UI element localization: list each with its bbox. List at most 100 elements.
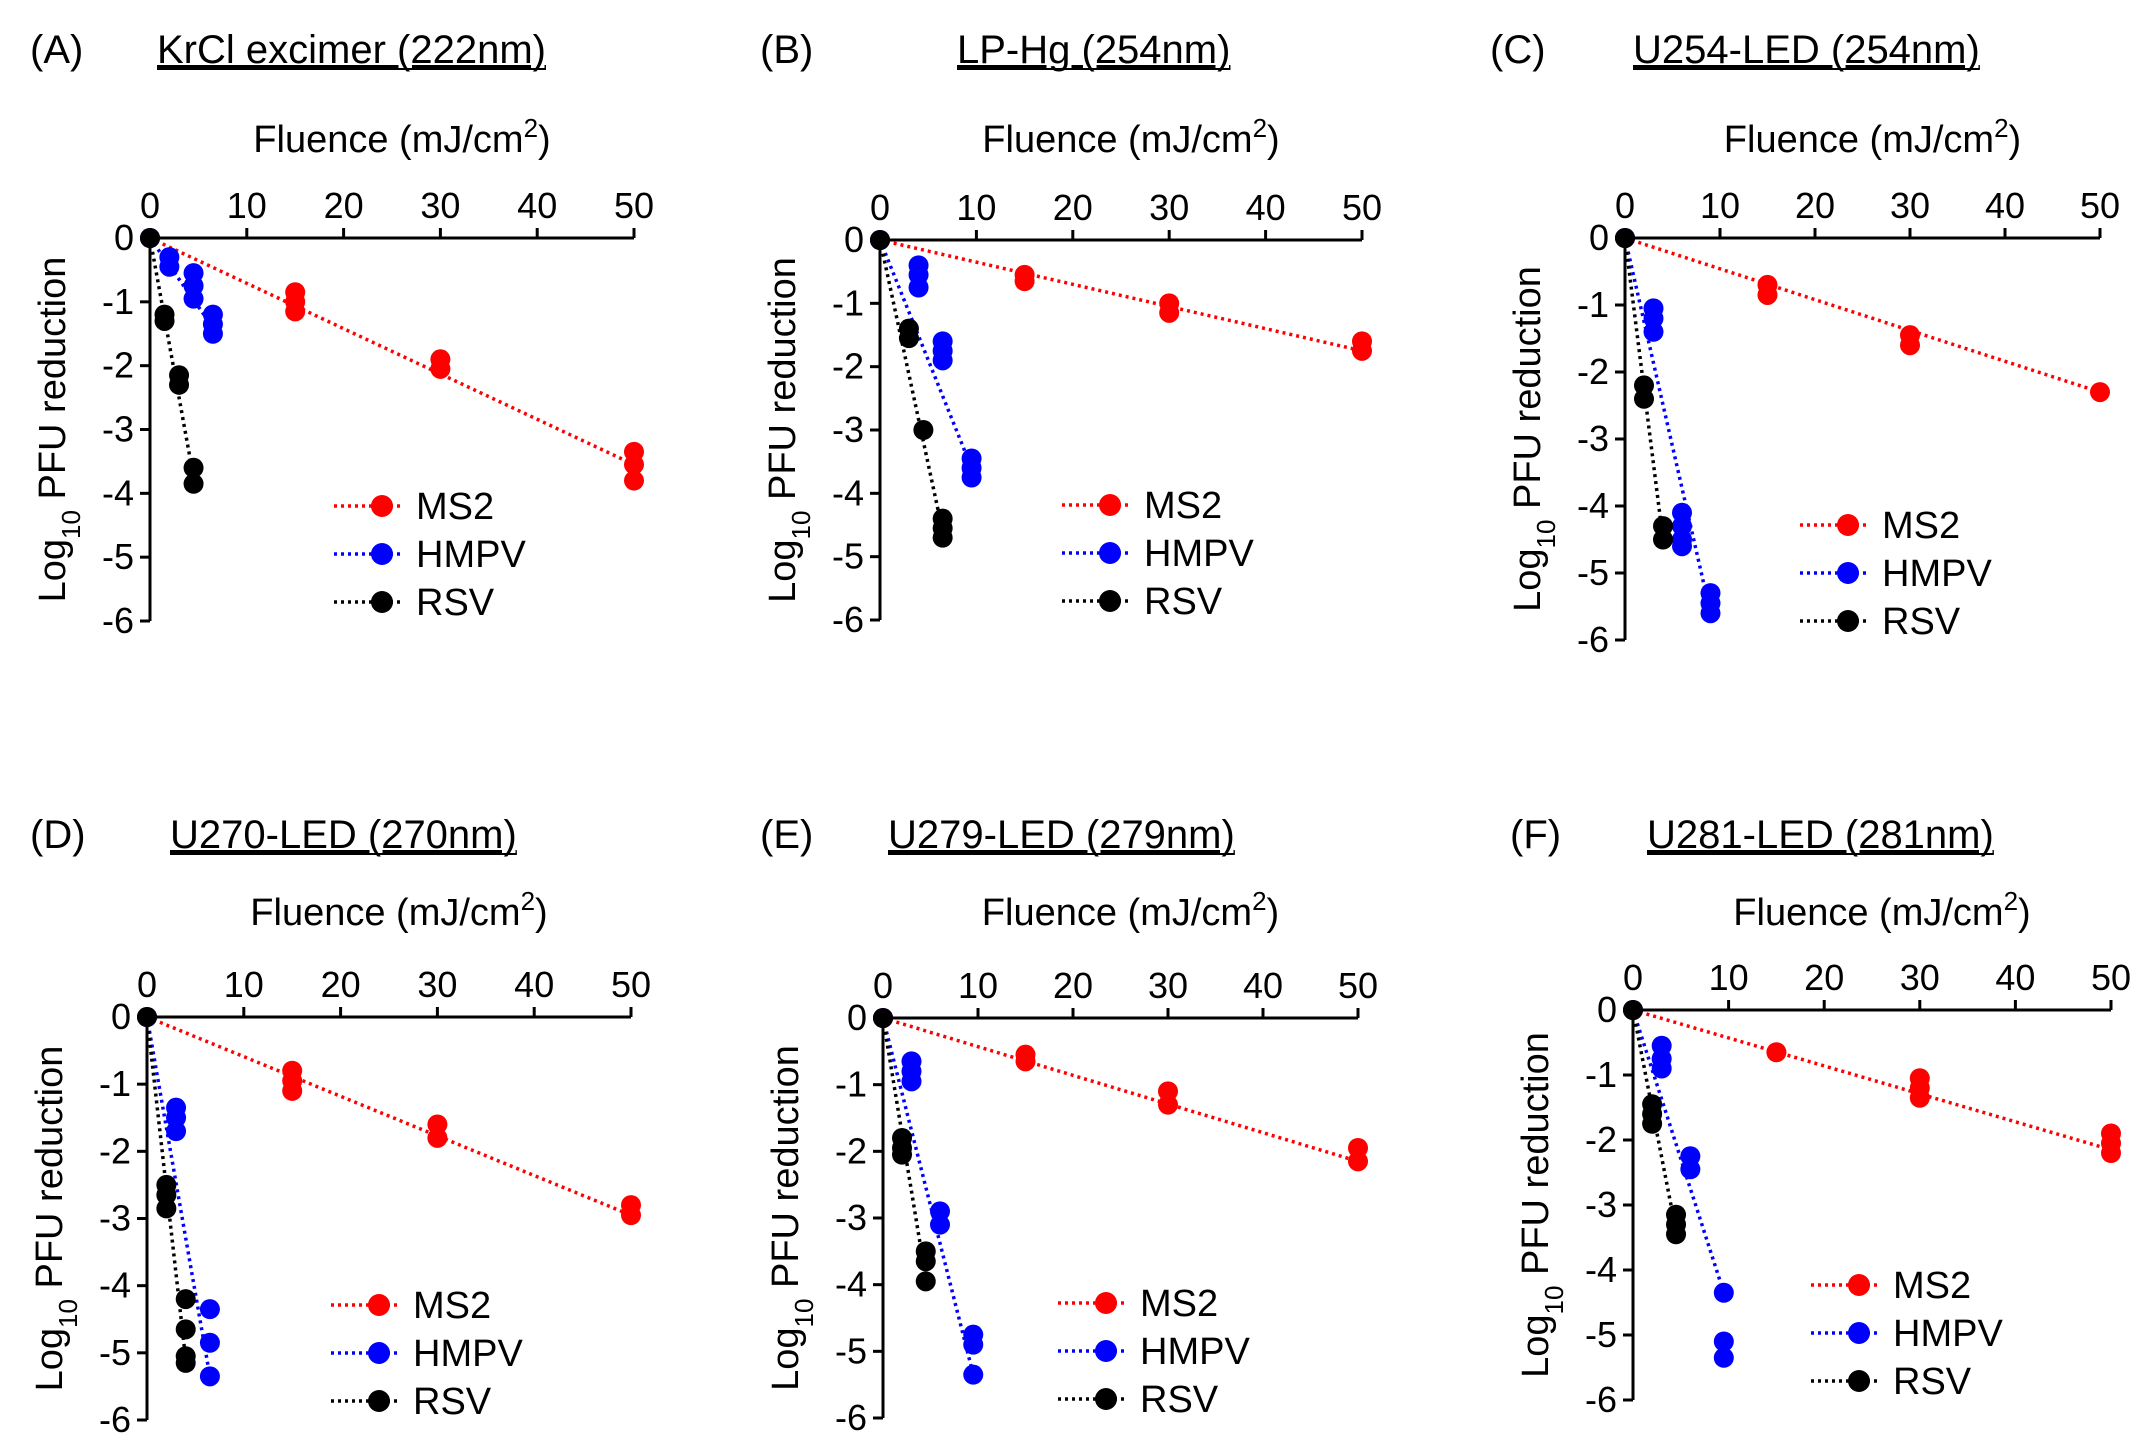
- series-fit-line-rsv: [1623, 237, 1665, 540]
- legend: MS2 HMPV RSV: [1062, 485, 1254, 623]
- chart-title: U270-LED (270nm): [170, 813, 517, 857]
- x-axis-title: Fluence (mJ/cm2): [250, 886, 547, 934]
- legend-label-hmpv: HMPV: [1144, 533, 1254, 575]
- x-axis-title-sup: 2: [521, 886, 535, 916]
- x-axis-title-sup: 2: [2004, 886, 2018, 916]
- legend-marker-rsv: [1099, 590, 1121, 612]
- legend-marker-rsv: [368, 1390, 390, 1412]
- series-rsv: [1615, 228, 1673, 550]
- x-axis-title-tail: ): [535, 892, 548, 934]
- y-axis-title-sub: 10: [1531, 520, 1561, 549]
- legend-label-rsv: RSV: [1140, 1379, 1219, 1421]
- y-tick-label: -2: [832, 346, 864, 387]
- data-point-hmpv: [199, 1366, 220, 1387]
- data-point-hmpv: [1713, 1331, 1734, 1352]
- series-fit-line-hmpv: [1631, 1009, 1726, 1294]
- y-tick-label: -6: [1577, 619, 1609, 660]
- series-fit-line-ms2: [879, 238, 1363, 353]
- legend: MS2 HMPV RSV: [1800, 505, 1992, 643]
- data-point-rsv: [870, 230, 890, 250]
- x-tick-label: 10: [224, 964, 264, 1005]
- y-axis-title: Log10 PFU reduction: [29, 1046, 83, 1392]
- data-point-hmpv: [202, 323, 223, 344]
- legend: MS2 HMPV RSV: [334, 486, 526, 624]
- chart-panel-b: (B) LP-Hg (254nm)Fluence (mJ/cm2)Log10 PF…: [760, 28, 1382, 640]
- x-tick-label: 30: [417, 964, 457, 1005]
- legend-marker-hmpv: [1848, 1322, 1870, 1344]
- y-axis-title-main: Log: [1515, 1314, 1557, 1377]
- data-point-hmpv: [199, 1299, 220, 1320]
- series-fit-line-hmpv: [878, 239, 974, 469]
- data-point-hmpv: [1713, 1347, 1734, 1368]
- y-axis-title-tail: PFU reduction: [1507, 266, 1549, 519]
- chart-panel-c: (C) U254-LED (254nm)Fluence (mJ/cm2)Log10…: [1490, 28, 2120, 660]
- data-point-hmpv: [183, 288, 204, 309]
- y-axis-title-sub: 10: [1539, 1286, 1569, 1315]
- x-tick-label: 40: [517, 185, 557, 226]
- x-tick-label: 0: [873, 965, 893, 1006]
- y-axis-title-tail: PFU reduction: [762, 257, 804, 510]
- x-tick-label: 20: [321, 964, 361, 1005]
- y-tick-label: -3: [832, 409, 864, 450]
- x-axis-title-tail: ): [1267, 119, 1280, 161]
- legend-marker-ms2: [1099, 494, 1121, 516]
- x-tick-label: 30: [420, 185, 460, 226]
- legend: MS2 HMPV RSV: [1058, 1283, 1250, 1421]
- y-axis-title-main: Log: [1507, 548, 1549, 611]
- data-point-ms2: [1757, 284, 1778, 305]
- data-point-rsv: [169, 374, 190, 395]
- series-ms2: [873, 1008, 1368, 1172]
- legend-label-ms2: MS2: [1140, 1283, 1218, 1325]
- legend-marker-hmpv: [371, 543, 393, 565]
- data-point-hmpv: [908, 277, 929, 298]
- legend-label-rsv: RSV: [1144, 581, 1223, 623]
- x-tick-label: 10: [958, 965, 998, 1006]
- y-tick-label: -4: [832, 472, 864, 513]
- legend-marker-ms2: [1095, 1292, 1117, 1314]
- series-ms2: [1615, 228, 2110, 403]
- x-tick-label: 30: [1900, 957, 1940, 998]
- chart-title: U254-LED (254nm): [1633, 28, 1980, 72]
- x-axis-title-tail: ): [1267, 892, 1280, 934]
- x-axis-title-main: Fluence (mJ/cm: [1733, 892, 2003, 934]
- y-axis-title-tail: PFU reduction: [765, 1045, 807, 1298]
- legend-marker-hmpv: [1837, 562, 1859, 584]
- data-point-hmpv: [963, 1334, 984, 1355]
- legend-label-hmpv: HMPV: [1882, 553, 1992, 595]
- x-tick-label: 50: [614, 185, 654, 226]
- x-tick-label: 30: [1149, 187, 1189, 228]
- chart-title: U279-LED (279nm): [888, 813, 1235, 857]
- data-point-rsv: [183, 457, 204, 478]
- y-tick-label: -1: [1577, 284, 1609, 325]
- x-tick-label: 20: [1053, 187, 1093, 228]
- y-axis-title-main: Log: [32, 539, 74, 602]
- data-point-rsv: [175, 1352, 196, 1373]
- series-fit-line-hmpv: [148, 236, 215, 329]
- x-tick-label: 40: [1985, 185, 2025, 226]
- x-tick-label: 50: [1342, 187, 1382, 228]
- legend-marker-rsv: [371, 591, 393, 613]
- panel-label: (E): [760, 813, 813, 857]
- x-tick-label: 50: [2091, 957, 2131, 998]
- data-point-rsv: [913, 420, 934, 440]
- x-axis-title: Fluence (mJ/cm2): [982, 886, 1279, 934]
- data-point-ms2: [1159, 302, 1180, 323]
- data-point-hmpv: [963, 1364, 984, 1385]
- x-tick-label: 50: [1338, 965, 1378, 1006]
- legend-marker-ms2: [1837, 514, 1859, 536]
- y-axis-title: Log10 PFU reduction: [1515, 1032, 1569, 1378]
- panel-label: (F): [1510, 813, 1561, 857]
- data-point-rsv: [915, 1251, 936, 1272]
- x-axis-title-main: Fluence (mJ/cm: [1724, 119, 1994, 161]
- data-point-rsv: [137, 1007, 157, 1027]
- y-tick-label: -3: [835, 1197, 867, 1238]
- data-point-rsv: [1615, 228, 1635, 248]
- chart-panel-e: (E) U279-LED (279nm)Fluence (mJ/cm2)Log10…: [760, 813, 1378, 1438]
- y-tick-label: -4: [1585, 1249, 1617, 1290]
- series-ms2: [1623, 1000, 2121, 1163]
- y-axis-title-main: Log: [762, 539, 804, 602]
- data-point-rsv: [156, 1198, 177, 1219]
- data-point-rsv: [1634, 388, 1654, 409]
- y-axis-title-main: Log: [29, 1328, 71, 1391]
